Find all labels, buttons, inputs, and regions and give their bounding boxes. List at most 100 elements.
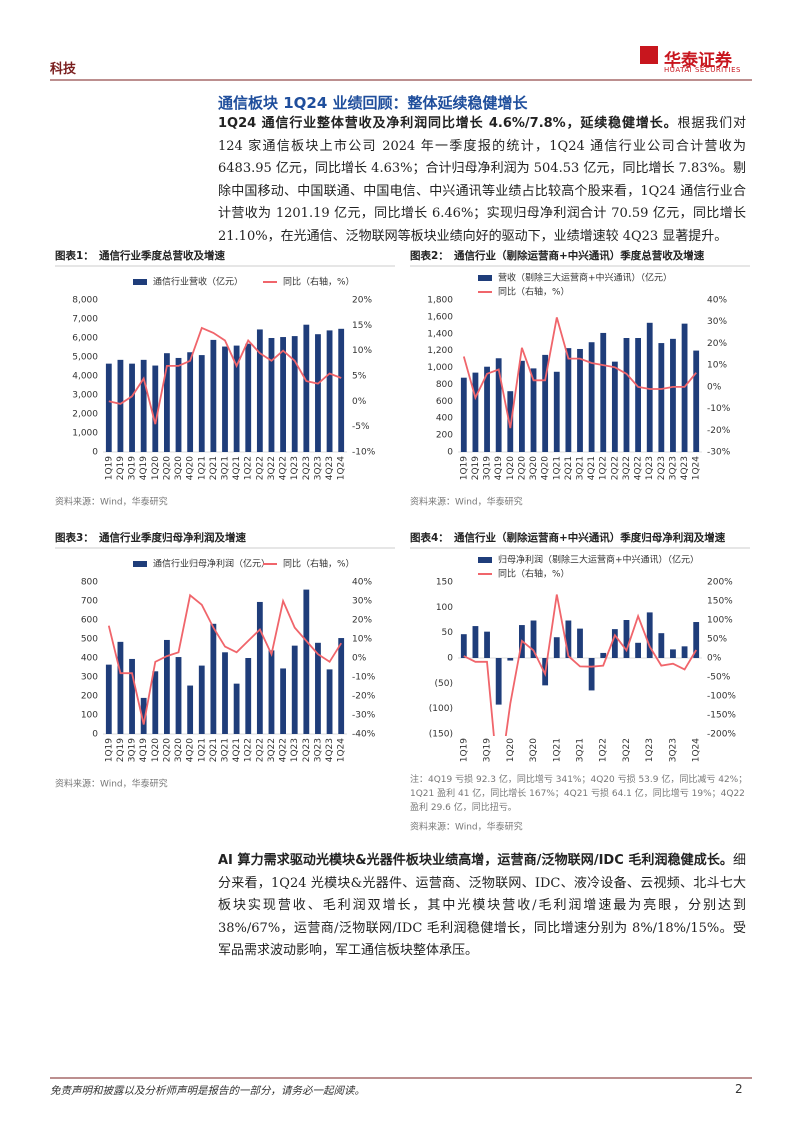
y-tick-label: 1,000 bbox=[72, 429, 98, 439]
paragraph-lead: AI 算力需求驱动光模块&光器件板块业绩高增，运营商/泛物联网/IDC 毛利润稳… bbox=[218, 853, 733, 868]
x-tick-label: 3Q23 bbox=[668, 456, 678, 480]
bar bbox=[635, 642, 641, 658]
x-tick-label: 4Q20 bbox=[186, 456, 196, 481]
bar bbox=[152, 365, 159, 452]
x-tick-label: 1Q20 bbox=[151, 456, 161, 481]
y2-tick-label: -10% bbox=[352, 448, 376, 458]
chart-label: 图表2： bbox=[410, 249, 449, 262]
y-tick-label: 6,000 bbox=[72, 334, 98, 344]
bar bbox=[129, 363, 135, 452]
y2-tick-label: 20% bbox=[352, 616, 372, 626]
x-tick-label: 4Q19 bbox=[494, 456, 504, 481]
y2-tick-label: 40% bbox=[352, 578, 372, 588]
x-tick-label: 2Q21 bbox=[564, 456, 574, 480]
x-tick-label: 1Q19 bbox=[104, 738, 114, 763]
legend-label: 营收（剔除三大运营商+中兴通讯）（亿元） bbox=[498, 272, 672, 284]
chart-source: 资料来源：Wind，华泰研究 bbox=[55, 496, 168, 508]
bar bbox=[460, 634, 467, 658]
y-tick-label: 100 bbox=[436, 603, 453, 613]
bar bbox=[693, 622, 700, 658]
paragraph-text: 细分来看，1Q24 光模块&光器件、运营商、泛物联网、IDC、液冷设备、云视频、… bbox=[218, 853, 746, 958]
bar bbox=[553, 637, 560, 658]
bar bbox=[588, 342, 595, 452]
bar bbox=[222, 652, 228, 734]
bar bbox=[187, 352, 194, 452]
paragraph-text: 根据我们对 124 家通信板块上市公司 2024 年一季度报的统计，1Q24 通… bbox=[218, 116, 746, 244]
x-tick-label: 4Q20 bbox=[186, 738, 196, 763]
bar bbox=[233, 345, 240, 452]
bar bbox=[245, 658, 252, 734]
bar bbox=[484, 366, 490, 452]
x-tick-label: 4Q19 bbox=[139, 456, 149, 481]
bar bbox=[175, 357, 182, 452]
bar bbox=[326, 330, 333, 452]
y2-tick-label: 0% bbox=[352, 397, 367, 407]
x-tick-label: 3Q19 bbox=[128, 738, 138, 763]
x-tick-label: 4Q21 bbox=[232, 738, 242, 762]
y2-tick-label: 10% bbox=[352, 346, 372, 356]
bar bbox=[484, 631, 490, 658]
x-tick-label: 1Q20 bbox=[151, 738, 161, 763]
y-tick-label: 0 bbox=[447, 448, 453, 458]
y-tick-label: 2,000 bbox=[72, 410, 98, 420]
bar bbox=[326, 669, 333, 734]
x-tick-label: 1Q22 bbox=[244, 456, 254, 480]
y-tick-label: (50) bbox=[435, 679, 453, 689]
bar bbox=[245, 343, 252, 452]
y2-tick-label: 50% bbox=[707, 635, 727, 645]
chart-label: 图表4： bbox=[410, 531, 449, 544]
x-tick-label: 3Q21 bbox=[576, 738, 586, 762]
logo-en: HUATAI SECURITIES bbox=[664, 66, 741, 74]
y2-tick-label: 200% bbox=[707, 578, 733, 588]
x-tick-label: 3Q23 bbox=[668, 738, 678, 762]
legend-label: 同比（右轴，%） bbox=[498, 286, 570, 298]
chart-source: 资料来源：Wind，华泰研究 bbox=[410, 496, 523, 508]
x-tick-label: 3Q20 bbox=[529, 456, 539, 481]
bar bbox=[460, 377, 467, 452]
y2-tick-label: -150% bbox=[707, 711, 736, 721]
bar bbox=[164, 639, 170, 734]
x-tick-label: 1Q22 bbox=[599, 738, 609, 762]
bar bbox=[338, 328, 345, 452]
x-tick-label: 4Q21 bbox=[232, 456, 242, 480]
y-tick-label: 500 bbox=[81, 635, 98, 645]
bar bbox=[611, 629, 618, 658]
x-tick-label: 1Q21 bbox=[552, 738, 562, 762]
x-tick-label: 3Q19 bbox=[128, 456, 138, 481]
y-tick-label: 400 bbox=[436, 414, 453, 424]
x-tick-label: 1Q20 bbox=[506, 738, 516, 763]
bar bbox=[646, 612, 653, 658]
y-tick-label: 600 bbox=[81, 616, 98, 626]
x-tick-label: 4Q23 bbox=[325, 738, 335, 762]
x-tick-label: 3Q20 bbox=[174, 456, 184, 481]
legend-swatch bbox=[478, 275, 492, 281]
paragraph: AI 算力需求驱动光模块&光器件板块业绩高增，运营商/泛物联网/IDC 毛利润稳… bbox=[218, 850, 746, 963]
legend-label: 同比（右轴，%） bbox=[498, 568, 570, 580]
bar bbox=[681, 646, 688, 658]
bar bbox=[198, 355, 205, 452]
bar bbox=[565, 348, 572, 452]
legend-label: 归母净利润（剔除三大运营商+中兴通讯）（亿元） bbox=[498, 554, 699, 566]
y-tick-label: 5,000 bbox=[72, 353, 98, 363]
line bbox=[463, 594, 697, 736]
x-tick-label: 4Q21 bbox=[587, 456, 597, 480]
x-tick-label: 3Q23 bbox=[313, 738, 323, 762]
x-tick-label: 1Q19 bbox=[104, 456, 114, 481]
y2-tick-label: 150% bbox=[707, 597, 733, 607]
x-tick-label: 2Q22 bbox=[255, 738, 265, 762]
bar bbox=[693, 350, 700, 452]
x-tick-label: 2Q21 bbox=[209, 456, 219, 480]
y-tick-label: (150) bbox=[429, 730, 453, 740]
bar bbox=[129, 658, 135, 734]
page-number: 2 bbox=[735, 1082, 743, 1096]
y2-tick-label: 5% bbox=[352, 372, 367, 382]
y-tick-label: 800 bbox=[436, 380, 453, 390]
x-tick-label: 1Q23 bbox=[645, 456, 655, 480]
bar bbox=[553, 371, 560, 452]
bar bbox=[210, 623, 217, 734]
y2-tick-label: 0% bbox=[707, 382, 722, 392]
bar bbox=[303, 324, 310, 452]
bar bbox=[233, 683, 240, 734]
bar bbox=[507, 658, 514, 661]
bar bbox=[658, 343, 665, 452]
